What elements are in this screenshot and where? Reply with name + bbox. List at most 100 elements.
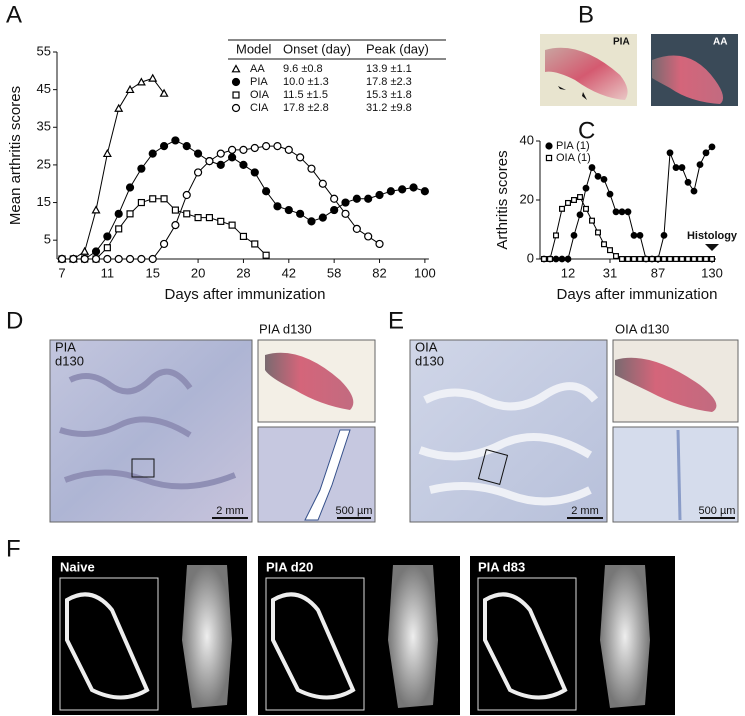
marker	[690, 187, 698, 195]
marker	[194, 214, 202, 222]
paw	[545, 47, 628, 100]
histology	[49, 339, 253, 523]
marker	[262, 251, 270, 259]
annotation: Histology	[687, 230, 738, 242]
marker	[386, 187, 395, 196]
marker	[618, 208, 626, 216]
marker	[696, 161, 704, 169]
x-tick-label: 87	[651, 265, 665, 280]
roi-box	[477, 449, 509, 485]
marker	[228, 153, 237, 162]
marker	[559, 205, 565, 212]
marker	[182, 190, 191, 200]
marker	[216, 160, 225, 170]
marker	[655, 256, 661, 262]
marker	[643, 256, 649, 262]
marker	[137, 198, 145, 207]
marker	[678, 164, 686, 171]
scale-label: 2 mm	[216, 505, 244, 517]
marker	[193, 149, 203, 158]
marker	[684, 178, 692, 186]
marker	[582, 184, 590, 192]
marker	[330, 205, 339, 215]
marker	[679, 256, 685, 262]
marker	[137, 254, 146, 264]
marker	[702, 149, 710, 157]
marker	[262, 141, 271, 151]
marker	[307, 217, 316, 226]
marker	[69, 254, 78, 264]
marker	[228, 221, 236, 229]
marker	[159, 141, 169, 151]
x-tick-label: 12	[561, 265, 575, 280]
marker	[103, 244, 111, 252]
inset-frame	[265, 577, 365, 711]
inset-title: OIA d130	[615, 321, 669, 336]
y-axis-label: Mean arthritis scores	[7, 86, 24, 225]
marker	[114, 103, 124, 112]
series-line	[62, 77, 165, 260]
marker	[216, 149, 225, 158]
marker	[307, 164, 316, 173]
x-tick-label: 28	[236, 265, 250, 280]
marker	[125, 84, 135, 94]
table-cell: 17.8 ±2.3	[366, 76, 412, 88]
marker	[341, 209, 350, 218]
marker	[91, 254, 101, 264]
marker	[273, 202, 282, 211]
y-tick-label: 5	[44, 232, 51, 247]
bone-section	[271, 592, 356, 700]
panel-letter: E	[388, 307, 404, 334]
tissue	[418, 382, 599, 506]
marker	[125, 254, 135, 264]
marker	[318, 179, 327, 188]
marker	[697, 256, 703, 262]
marker	[352, 224, 361, 233]
marker	[673, 256, 679, 262]
marker	[296, 209, 305, 218]
marker	[709, 256, 715, 262]
ct-label: Naive	[60, 559, 95, 574]
x-tick-label: 58	[327, 265, 341, 280]
marker	[619, 256, 625, 262]
marker	[296, 153, 305, 162]
marker	[552, 255, 560, 263]
marker	[159, 239, 169, 249]
marker	[103, 232, 112, 241]
image-label: PIA	[55, 339, 76, 354]
x-tick-label: 20	[191, 265, 205, 280]
marker	[239, 160, 248, 170]
x-axis-label: Days after immunization	[165, 286, 326, 303]
panel-letter: D	[6, 307, 23, 334]
marker	[171, 221, 180, 230]
x-axis-label: Days after immunization	[557, 286, 718, 303]
bone-section	[65, 592, 150, 700]
marker	[398, 185, 407, 194]
marker	[231, 103, 241, 113]
table-cell: 10.0 ±1.3	[283, 76, 329, 88]
marker	[685, 256, 691, 262]
x-tick-label: 130	[701, 265, 723, 280]
marker	[228, 145, 237, 154]
y-tick-label: 20	[520, 191, 534, 206]
marker	[239, 145, 248, 154]
bone-section	[483, 592, 568, 700]
panel-letter: C	[578, 117, 595, 144]
table-header: Onset (day)	[283, 41, 351, 56]
marker	[545, 154, 553, 162]
bone-render	[600, 565, 650, 708]
paw	[265, 352, 354, 410]
marker	[160, 195, 168, 203]
marker	[625, 256, 631, 262]
panel-letters: A B C D E F	[6, 1, 595, 562]
panel-e: OIA d130 2 mm OIA d130 500 µm	[409, 321, 739, 523]
marker	[217, 217, 225, 225]
marker	[364, 232, 373, 241]
marker	[612, 208, 620, 216]
y-tick-label: 35	[37, 119, 51, 134]
paw	[615, 357, 717, 412]
scale-label: 500 µm	[699, 505, 736, 517]
panel-f: Naive PIA d20 PIA d83	[52, 556, 675, 715]
panel-letter: B	[578, 1, 594, 28]
histology-inset	[612, 426, 739, 523]
